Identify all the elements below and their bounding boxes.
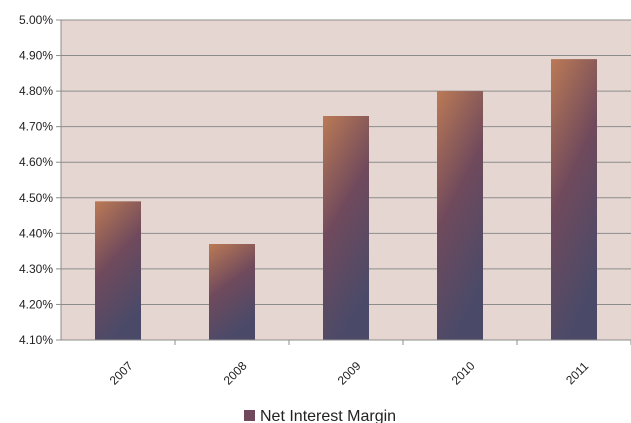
y-axis-tick-labels: 4.10% 4.20% 4.30% 4.40% 4.50% 4.60% 4.70% 4.80%… <box>19 13 53 347</box>
bar-2009 <box>323 116 369 340</box>
bars <box>95 59 597 340</box>
y-tick-label: 4.70% <box>19 120 53 134</box>
bar-2010 <box>437 91 483 340</box>
bar-2011 <box>551 59 597 340</box>
bar-2007 <box>95 201 141 340</box>
x-tick-label: 2011 <box>563 359 591 387</box>
x-tick-label: 2008 <box>221 359 250 388</box>
y-tick-label: 4.80% <box>19 84 53 98</box>
bar-2008 <box>209 244 255 340</box>
y-tick-label: 4.40% <box>19 226 53 240</box>
x-axis-tick-labels: 2007 2008 2009 2010 2011 <box>107 359 592 388</box>
y-tick-label: 4.50% <box>19 191 53 205</box>
y-tick-label: 4.60% <box>19 155 53 169</box>
axes <box>56 20 631 345</box>
y-tick-label: 5.00% <box>19 13 53 27</box>
y-tick-label: 4.90% <box>19 49 53 63</box>
y-tick-label: 4.10% <box>19 333 53 347</box>
legend-swatch <box>244 410 255 421</box>
legend-label: Net Interest Margin <box>260 408 396 423</box>
y-tick-label: 4.30% <box>19 262 53 276</box>
x-tick-label: 2007 <box>107 359 136 388</box>
y-tick-label: 4.20% <box>19 297 53 311</box>
x-tick-label: 2009 <box>335 359 364 388</box>
x-tick-label: 2010 <box>449 359 478 388</box>
legend: Net Interest Margin <box>244 408 396 423</box>
